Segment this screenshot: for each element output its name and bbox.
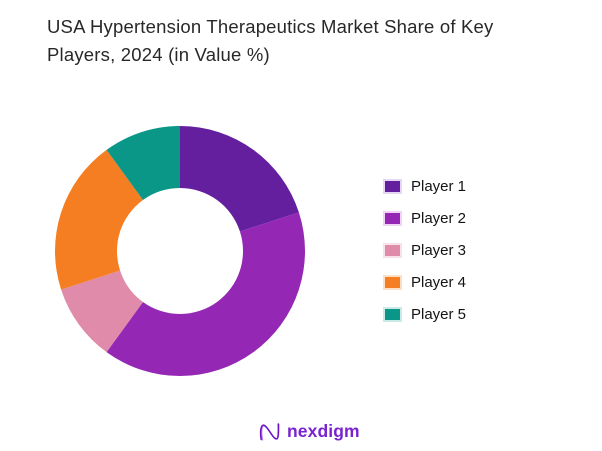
donut-chart	[55, 126, 305, 376]
nexdigm-logo: nexdigm	[256, 417, 360, 445]
donut-segment-player-5	[106, 126, 180, 201]
legend-label: Player 1	[411, 178, 467, 195]
donut-segment-player-1	[180, 126, 299, 232]
chart-title: USA Hypertension Therapeutics Market Sha…	[47, 13, 493, 69]
nexdigm-logo-mark	[259, 423, 280, 441]
legend-item-player-3: Player 3	[383, 242, 467, 259]
legend-item-player-2: Player 2	[383, 210, 467, 227]
legend-swatch	[383, 179, 402, 194]
legend-label: Player 3	[411, 242, 467, 259]
nexdigm-logo-text: nexdigm	[287, 420, 360, 441]
legend-swatch	[383, 243, 402, 258]
legend-item-player-4: Player 4	[383, 274, 467, 291]
legend-swatch	[383, 211, 402, 226]
legend-label: Player 4	[411, 274, 467, 291]
legend-swatch	[383, 307, 402, 322]
legend-label: Player 5	[411, 306, 467, 323]
donut-segment-player-3	[61, 270, 143, 353]
legend-swatch	[383, 275, 402, 290]
legend-item-player-1: Player 1	[383, 178, 467, 195]
legend-item-player-5: Player 5	[383, 306, 467, 323]
chart-title-line-2: Players, 2024 (in Value %)	[47, 44, 270, 65]
donut-segment-player-2	[106, 212, 305, 376]
chart-legend: Player 1 Player 2 Player 3 Player 4 Player 5	[383, 178, 467, 339]
chart-title-line-1: USA Hypertension Therapeutics Market Sha…	[47, 16, 494, 37]
logo-mark-stroke-dark	[259, 423, 280, 441]
legend-label: Player 2	[411, 210, 467, 227]
donut-segment-player-4	[55, 149, 143, 290]
